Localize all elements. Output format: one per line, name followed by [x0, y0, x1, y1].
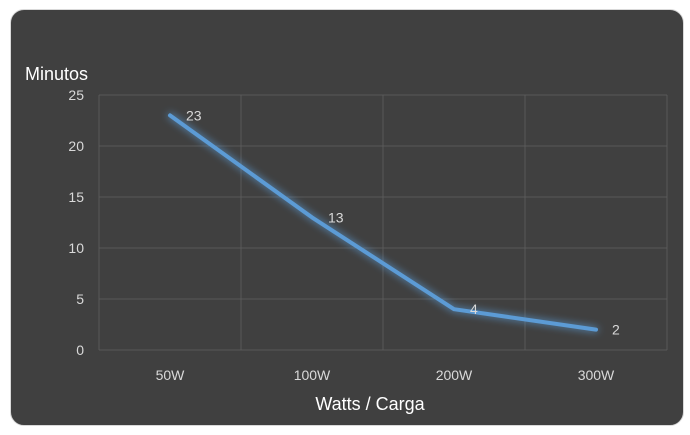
x-axis-title: Watts / Carga: [315, 394, 425, 414]
y-tick-label: 20: [68, 138, 84, 154]
x-tick-label: 50W: [156, 367, 186, 383]
data-labels: 23 13 4 2: [186, 107, 620, 337]
data-label: 23: [186, 107, 202, 123]
series-line: [168, 113, 598, 332]
y-tick-label: 10: [68, 240, 84, 256]
x-tick-label: 100W: [294, 367, 331, 383]
series-lines: [168, 113, 598, 332]
chart-card: 0 5 10 15 20 25 50W 100W 200W 300W 23 13 4 2 Minuto…: [10, 9, 684, 426]
x-tick-labels: 50W 100W 200W 300W: [156, 367, 615, 383]
gridlines: [98, 94, 668, 351]
x-tick-label: 300W: [578, 367, 615, 383]
y-tick-label: 5: [76, 291, 84, 307]
x-tick-label: 200W: [436, 367, 473, 383]
y-tick-labels: 0 5 10 15 20 25: [68, 87, 84, 358]
y-axis-title: Minutos: [25, 64, 88, 84]
line-chart: 0 5 10 15 20 25 50W 100W 200W 300W 23 13 4 2 Minuto…: [25, 64, 668, 414]
y-tick-label: 25: [68, 87, 84, 103]
y-tick-label: 0: [76, 342, 84, 358]
data-label: 4: [470, 301, 478, 317]
y-tick-label: 15: [68, 189, 84, 205]
data-label: 13: [328, 209, 344, 225]
data-label: 2: [612, 322, 620, 338]
